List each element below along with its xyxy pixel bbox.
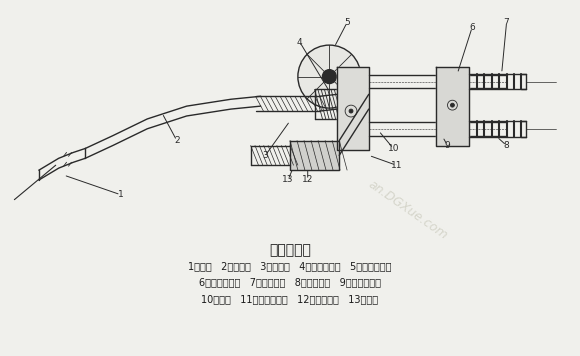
Text: 3: 3 [263, 151, 269, 160]
Text: 7: 7 [503, 18, 509, 27]
Circle shape [451, 103, 454, 107]
Text: 焊炬的构造: 焊炬的构造 [269, 243, 311, 257]
Text: 9: 9 [445, 141, 451, 150]
Text: 4: 4 [297, 38, 303, 47]
Polygon shape [337, 67, 369, 151]
Text: 13: 13 [282, 176, 294, 184]
Text: 1: 1 [118, 190, 124, 199]
Text: 6: 6 [469, 23, 475, 32]
Text: 11: 11 [390, 161, 402, 170]
Text: 1－焊嘴   2－混合管   3－射吸管   4－射吸管螺母   5－乙炔调节阀: 1－焊嘴 2－混合管 3－射吸管 4－射吸管螺母 5－乙炔调节阀 [188, 261, 392, 271]
Text: 5: 5 [344, 18, 350, 27]
Circle shape [322, 70, 336, 84]
Text: 12: 12 [302, 176, 313, 184]
Text: an.DGXue.com: an.DGXue.com [366, 177, 450, 242]
Text: 2: 2 [174, 136, 180, 145]
Polygon shape [290, 141, 339, 170]
Circle shape [349, 109, 353, 113]
Polygon shape [436, 67, 469, 146]
Text: 10－手柄   11－氧气调节阀   12－氧气阀针   13－喷嘴: 10－手柄 11－氧气调节阀 12－氧气阀针 13－喷嘴 [201, 294, 379, 304]
Text: 10: 10 [387, 144, 399, 153]
Circle shape [298, 45, 361, 108]
Text: 6－乙炔进气管   7－乙炔接头   8－氧气接头   9－氧气进气管: 6－乙炔进气管 7－乙炔接头 8－氧气接头 9－氧气进气管 [199, 277, 381, 287]
Text: 8: 8 [503, 141, 509, 150]
